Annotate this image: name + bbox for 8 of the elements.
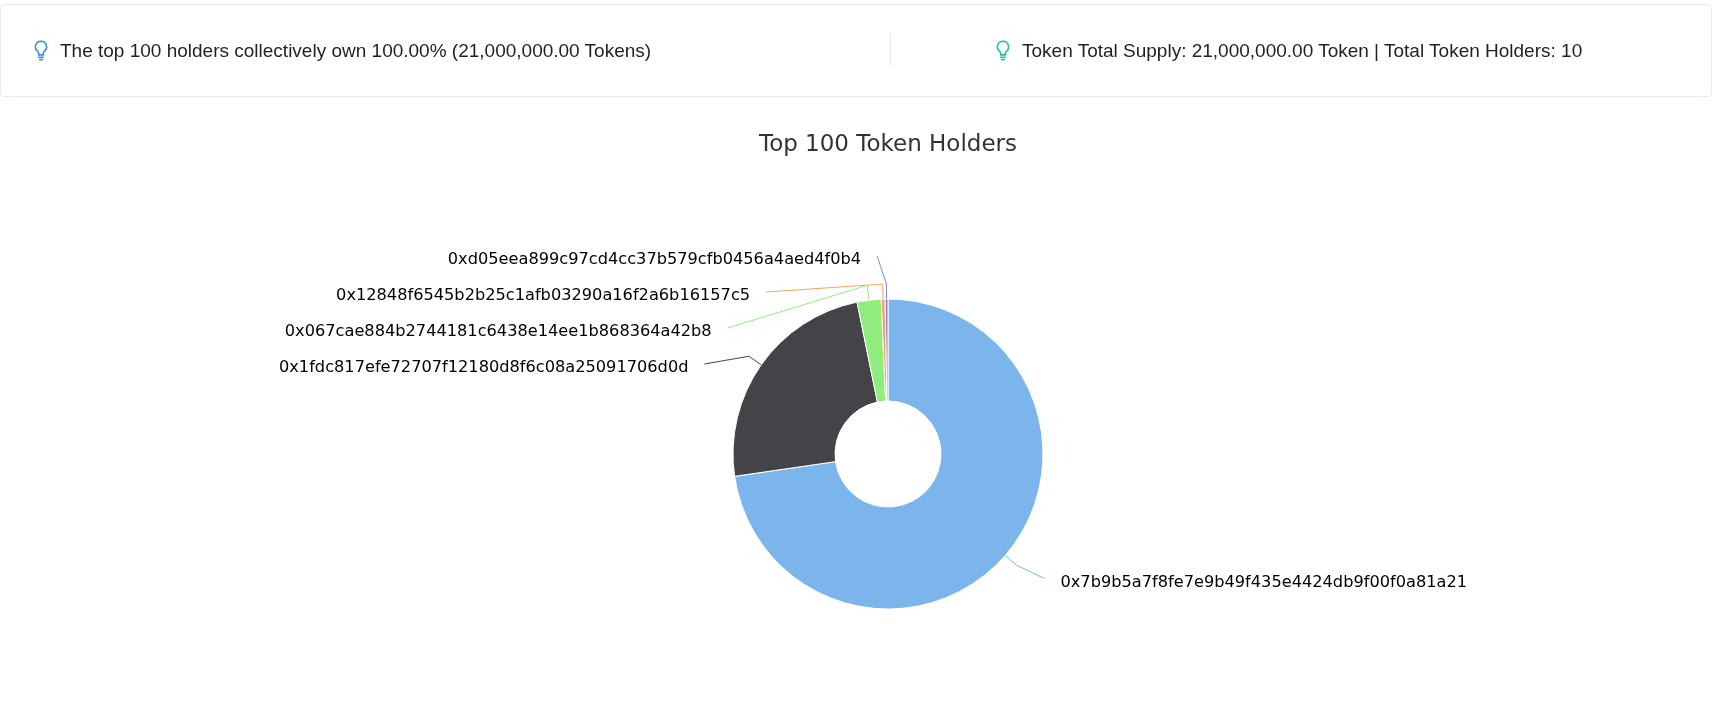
text: The top 100 holders collectively own 100.00% (21,000,000.00 Tokens) (60, 39, 652, 62)
slice-label: 0xd05eea899c97cd4cc37b579cfb0456a4aed4f0b4 (447, 249, 862, 269)
slice-label: 0x12848f6545b2b25c1afb03290a16f2a6b16157c5 (336, 285, 751, 305)
text: Token Total Supply: 21,000,000.00 Token | Total Token Holders: 10 (1022, 39, 1583, 62)
slice-label: 0x1fdc817efe72707f12180d8f6c08a25091706d0d (278, 357, 689, 377)
chart-title: Top 100 Token Holders (757, 130, 1018, 156)
slice-label: 0x067cae884b2744181c6438e14ee1b868364a42b8 (284, 321, 712, 341)
slice-label: 0x7b9b5a7f8fe7e9b49f435e4424db9f00f0a81a21 (1060, 571, 1468, 591)
